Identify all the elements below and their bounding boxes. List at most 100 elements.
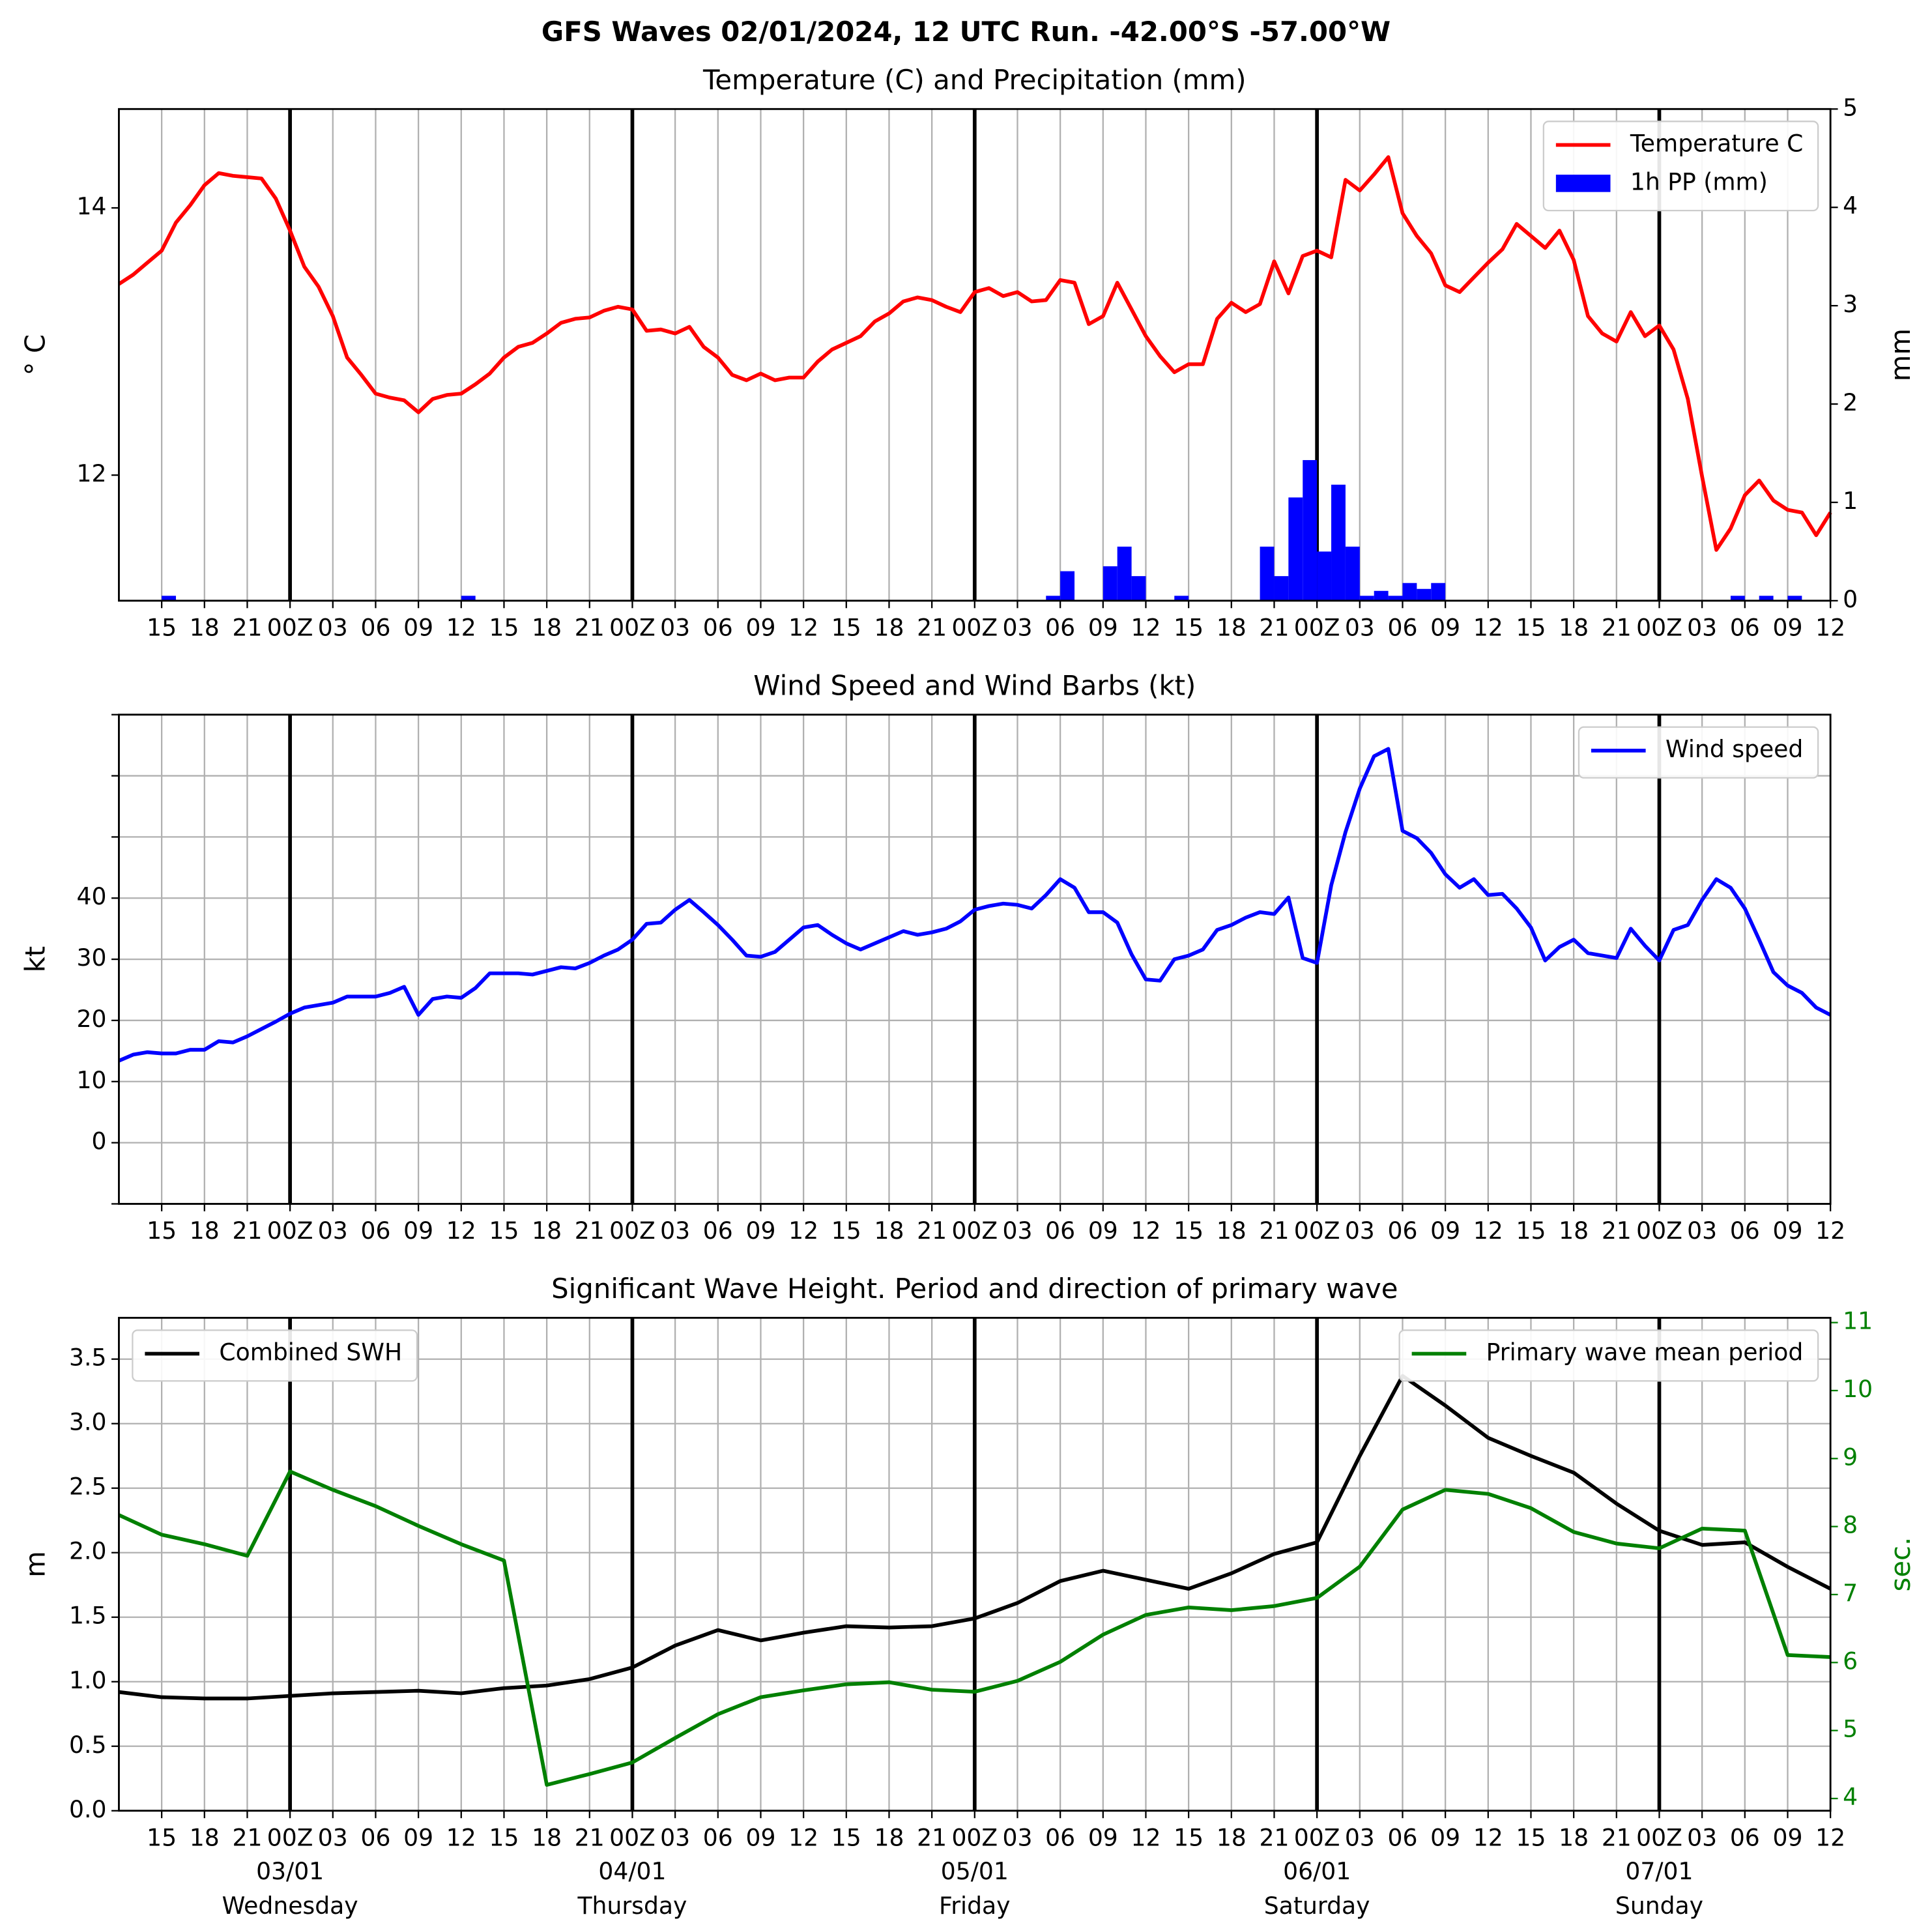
legend: Primary wave mean period (1398, 1329, 1819, 1382)
legend-label: Temperature C (1630, 129, 1803, 157)
legend: Wind speed (1578, 726, 1819, 779)
y2-tick-label: 1 (1843, 487, 1858, 515)
x-tick-label: 18 (1559, 1217, 1589, 1245)
x-tick-label: 00Z (1294, 1217, 1340, 1245)
bar (1103, 566, 1117, 601)
x-tick-label: 03 (318, 614, 348, 642)
x-tick-label: 18 (1217, 1824, 1247, 1852)
x-tick-label: 12 (1131, 1824, 1161, 1852)
x-tick-label: 06 (1045, 614, 1075, 642)
x-tick-label: 12 (1131, 614, 1161, 642)
x-tick-label: 09 (1773, 614, 1803, 642)
x-tick-label: 03 (660, 1217, 690, 1245)
legend-label: Combined SWH (219, 1338, 402, 1366)
x-tick-label: 18 (190, 1217, 220, 1245)
bar (1345, 546, 1360, 601)
y2-tick-label: 5 (1843, 1715, 1858, 1743)
panel-title: Significant Wave Height. Period and dire… (551, 1273, 1398, 1305)
x-tick-label: 21 (1259, 1824, 1289, 1852)
bar (461, 596, 476, 601)
plot-frame (118, 108, 1832, 602)
bar (1787, 596, 1802, 601)
day-label: Friday (939, 1892, 1010, 1920)
legend-frame (132, 1329, 418, 1382)
x-tick-label: 09 (403, 614, 433, 642)
bar (1359, 596, 1374, 601)
x-tick-label: 00Z (609, 1217, 656, 1245)
bar (1317, 551, 1332, 601)
x-tick-label: 15 (489, 1217, 519, 1245)
x-tick-label: 21 (1602, 614, 1632, 642)
x-tick-label: 03 (1687, 1824, 1717, 1852)
x-tick-label: 03 (1002, 1217, 1032, 1245)
x-tick-label: 03 (1687, 1217, 1717, 1245)
x-tick-label: 00Z (267, 1217, 313, 1245)
panel-title: Temperature (C) and Precipitation (mm) (702, 64, 1247, 96)
x-tick-label: 21 (1602, 1217, 1632, 1245)
legend-frame (1398, 1329, 1819, 1382)
x-tick-label: 09 (745, 1824, 775, 1852)
legend-label: 1h PP (mm) (1630, 167, 1768, 195)
x-tick-label: 21 (1259, 614, 1289, 642)
y2-tick-label: 6 (1843, 1647, 1858, 1675)
bar (1417, 588, 1432, 601)
legend-frame (1578, 726, 1819, 779)
x-tick-label: 06 (1387, 1824, 1417, 1852)
bar (1117, 546, 1132, 601)
x-tick-label: 09 (1430, 614, 1460, 642)
x-tick-label: 21 (1602, 1824, 1632, 1852)
y2-tick-label: 10 (1843, 1375, 1873, 1403)
y-tick-label: 0 (91, 1127, 106, 1155)
x-tick-label: 15 (1174, 1824, 1204, 1852)
x-tick-label: 21 (575, 614, 605, 642)
y2-axis-label: sec. (1884, 1537, 1916, 1592)
x-tick-label: 09 (745, 1217, 775, 1245)
y-tick-label: 3.5 (69, 1344, 106, 1372)
bar (1331, 484, 1346, 601)
chart-title: GFS Waves 02/01/2024, 12 UTC Run. -42.00… (541, 16, 1391, 48)
x-tick-label: 15 (489, 614, 519, 642)
y-tick-label: 2.5 (69, 1473, 106, 1501)
x-tick-label: 03 (318, 1824, 348, 1852)
panel: Temperature (C) and Precipitation (mm)15… (20, 64, 1916, 642)
x-tick-label: 06 (1730, 1217, 1760, 1245)
y-tick-label: 2.0 (69, 1537, 106, 1565)
date-label: 03/01 (256, 1857, 324, 1885)
y-tick-label: 20 (77, 1005, 107, 1033)
x-tick-label: 18 (1559, 1824, 1589, 1852)
x-tick-label: 21 (575, 1217, 605, 1245)
x-tick-label: 09 (1088, 614, 1118, 642)
y2-tick-label: 4 (1843, 1783, 1858, 1811)
x-tick-label: 15 (831, 1217, 861, 1245)
x-tick-label: 12 (788, 1217, 818, 1245)
bar (1730, 596, 1745, 601)
legend-label: Wind speed (1665, 735, 1803, 763)
x-tick-label: 06 (360, 1824, 390, 1852)
y-axis-label: kt (20, 946, 51, 973)
x-tick-label: 00Z (267, 614, 313, 642)
y2-tick-label: 5 (1843, 93, 1858, 121)
x-tick-label: 00Z (1636, 1824, 1682, 1852)
series-line (118, 747, 1832, 1063)
x-tick-label: 00Z (1636, 1217, 1682, 1245)
x-tick-label: 18 (1559, 614, 1589, 642)
x-tick-label: 15 (147, 1824, 177, 1852)
x-tick-label: 09 (403, 1824, 433, 1852)
plot-frame (118, 714, 1832, 1205)
y-tick-label: 1.5 (69, 1602, 106, 1630)
plot-frame (118, 1316, 1832, 1812)
x-tick-label: 06 (1045, 1217, 1075, 1245)
date-label: 04/01 (598, 1857, 666, 1885)
x-tick-label: 06 (360, 1217, 390, 1245)
x-tick-label: 03 (660, 614, 690, 642)
bar (1402, 583, 1417, 601)
x-tick-label: 15 (1174, 614, 1204, 642)
y-tick-label: 0.0 (69, 1795, 106, 1823)
y2-tick-label: 0 (1843, 585, 1858, 613)
y-tick-label: 12 (77, 459, 107, 487)
x-tick-label: 03 (1687, 614, 1717, 642)
y-tick-label: 14 (77, 192, 107, 220)
y-tick-label: 40 (77, 882, 107, 910)
y-tick-label: 0.5 (69, 1731, 106, 1759)
x-tick-label: 21 (917, 1217, 947, 1245)
